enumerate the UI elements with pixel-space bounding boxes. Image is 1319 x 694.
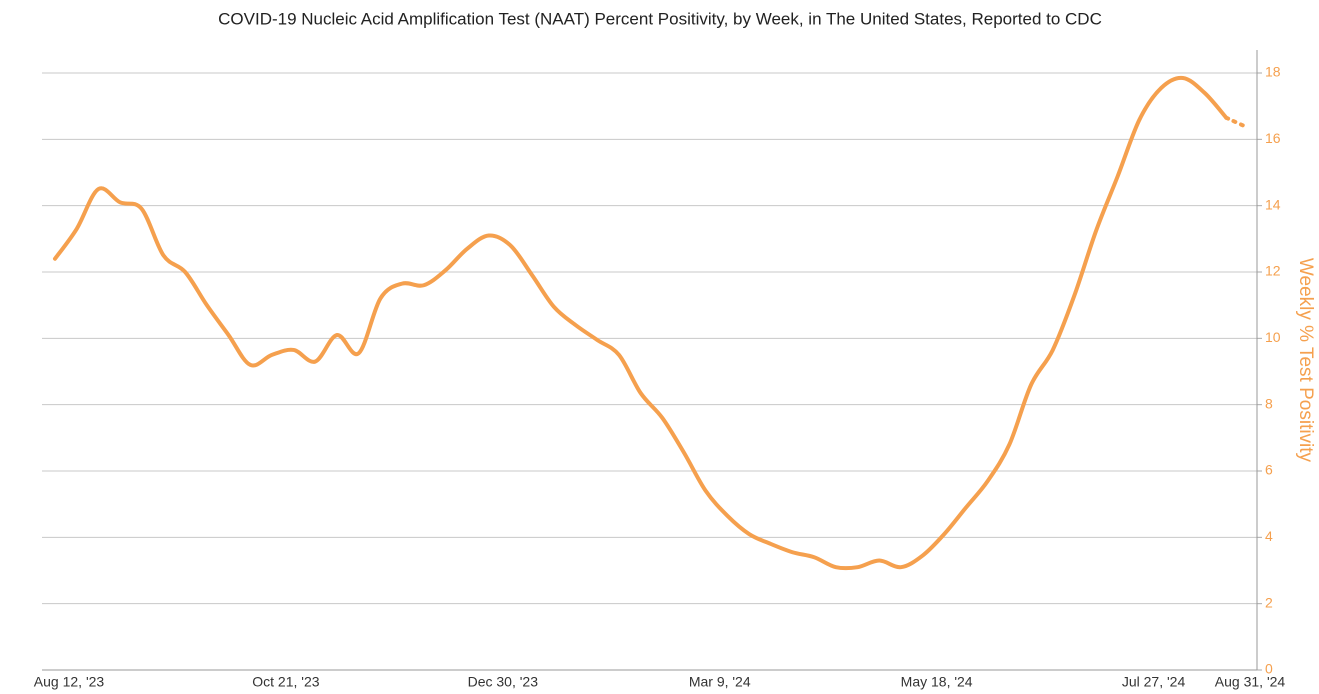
y-tick-label: 10	[1265, 329, 1281, 345]
y-tick-label: 12	[1265, 263, 1281, 279]
x-tick-label: Jul 27, '24	[1122, 674, 1186, 690]
y-tick-label: 14	[1265, 196, 1281, 212]
y-tick-label: 6	[1265, 462, 1273, 478]
x-tick-label: Aug 31, '24	[1215, 674, 1286, 690]
y-tick-label: 4	[1265, 528, 1273, 544]
x-tick-label: Mar 9, '24	[689, 674, 751, 690]
x-tick-label: Aug 12, '23	[34, 674, 105, 690]
y-tick-label: 8	[1265, 395, 1273, 411]
data-line	[53, 75, 1229, 571]
y-tick-label: 0	[1265, 661, 1273, 677]
y-tick-label: 18	[1265, 64, 1281, 80]
x-tick-label: Oct 21, '23	[252, 674, 319, 690]
provisional-line	[1224, 115, 1250, 130]
x-tick-label: Dec 30, '23	[468, 674, 539, 690]
y-tick-label: 16	[1265, 130, 1281, 146]
y-axis-title: Weekly % Test Positivity	[1295, 258, 1316, 463]
chart-title: COVID-19 Nucleic Acid Amplification Test…	[218, 9, 1102, 28]
x-tick-label: May 18, '24	[901, 674, 973, 690]
y-tick-label: 2	[1265, 594, 1273, 610]
